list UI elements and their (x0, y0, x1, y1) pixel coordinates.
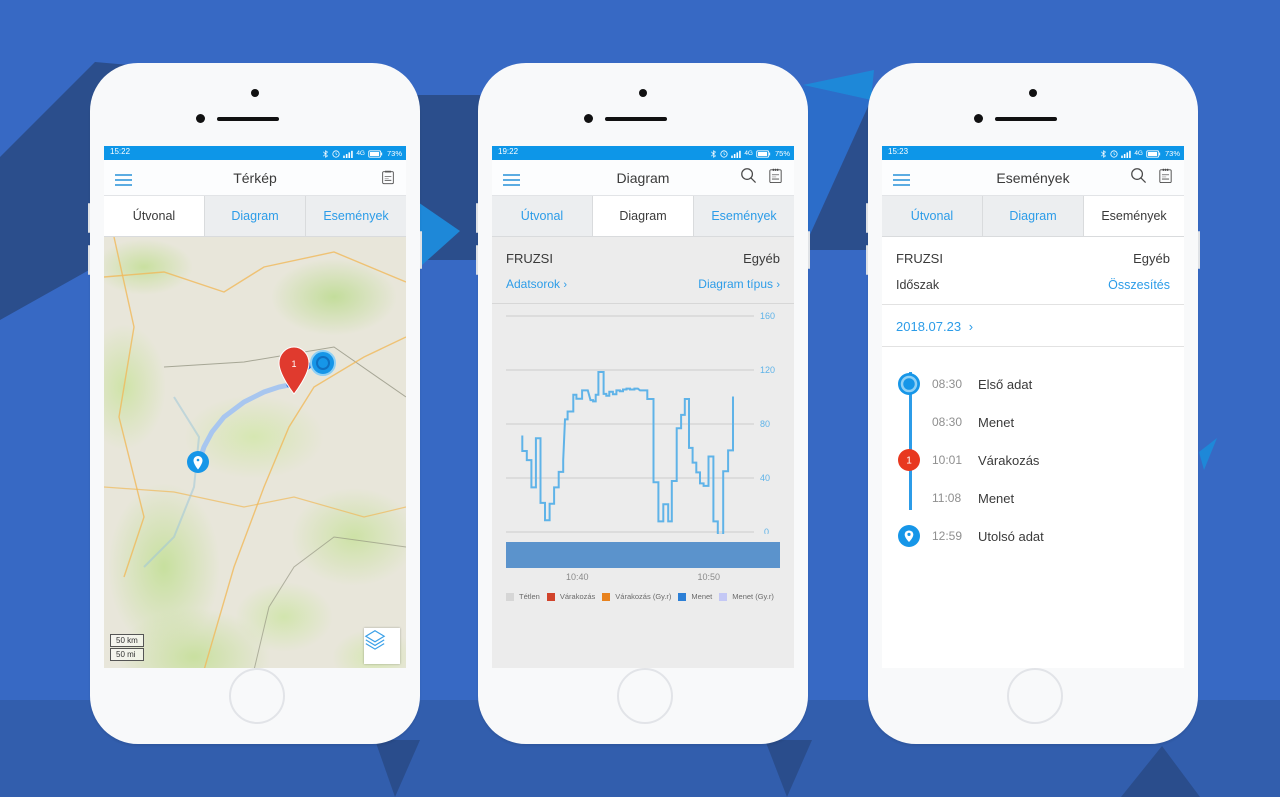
svg-text:80: 80 (760, 419, 770, 429)
svg-text:1: 1 (906, 456, 912, 467)
svg-text:40: 40 (760, 473, 770, 483)
svg-text:160: 160 (760, 311, 775, 321)
svg-text:120: 120 (760, 365, 775, 375)
svg-text:1: 1 (291, 359, 296, 369)
svg-text:0: 0 (764, 527, 769, 534)
